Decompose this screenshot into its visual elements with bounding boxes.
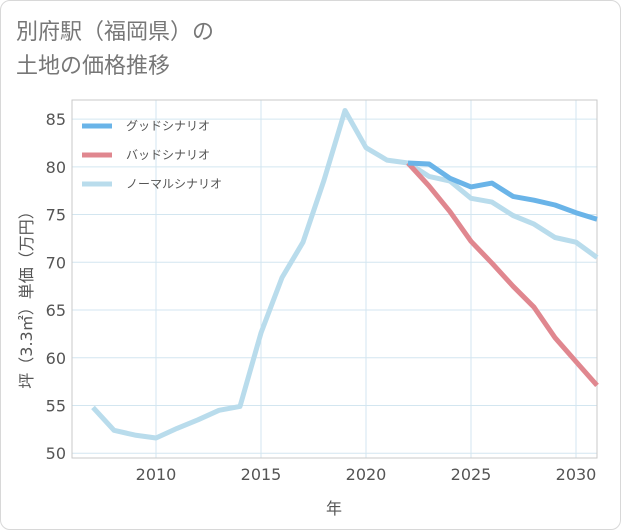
y-tick-label: 55 — [46, 396, 66, 415]
y-tick-label: 70 — [46, 253, 66, 272]
y-tick-label: 60 — [46, 349, 66, 368]
series-line-3 — [91, 108, 599, 441]
y-tick-label: 65 — [46, 301, 66, 320]
y-tick-label: 85 — [46, 110, 66, 129]
x-tick-label: 2015 — [241, 465, 282, 484]
y-tick-label: 80 — [46, 158, 66, 177]
grid-lines — [72, 100, 597, 458]
y-tick-label: 50 — [46, 444, 66, 463]
legend-label-3: ノーマルシナリオ — [126, 177, 222, 191]
x-tick-label: 2010 — [136, 465, 177, 484]
x-tick-label: 2030 — [556, 465, 597, 484]
title-line-1: 別府駅（福岡県）の — [16, 20, 215, 45]
series-line-2 — [406, 161, 599, 388]
title-line-2: 土地の価格推移 — [16, 54, 171, 79]
y-tick-labels: 50 55 60 65 70 75 80 85 — [46, 110, 66, 463]
plot-frame — [71, 99, 598, 459]
series-lines — [91, 108, 599, 441]
series-line-1 — [407, 160, 598, 222]
y-tick-label: 75 — [46, 206, 66, 225]
x-tick-label: 2020 — [346, 465, 387, 484]
page-title: 別府駅（福岡県）の 土地の価格推移 — [16, 16, 214, 84]
x-axis-title: 年 — [326, 499, 342, 518]
x-tick-label: 2025 — [451, 465, 492, 484]
legend-label-1: グッドシナリオ — [126, 119, 210, 133]
x-tick-labels: 2010 2015 2020 2025 2030 — [136, 465, 597, 484]
y-axis-title: 坪（3.3㎡）単価（万円） — [17, 203, 36, 388]
legend-label-2: バッドシナリオ — [126, 148, 210, 162]
